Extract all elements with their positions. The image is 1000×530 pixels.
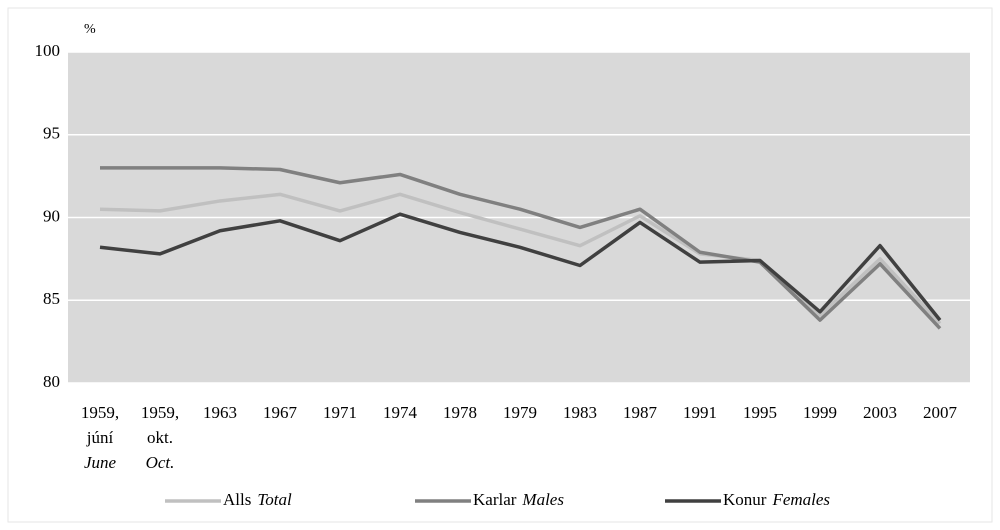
x-tick-label: okt. <box>147 428 173 447</box>
x-tick-label: June <box>84 453 117 472</box>
series-line <box>100 166 942 330</box>
x-tick-label: 1967 <box>263 403 298 422</box>
chart-border <box>7 7 993 523</box>
series-line <box>99 212 942 322</box>
x-tick-label: 1971 <box>323 403 357 422</box>
x-tick-label: 1974 <box>383 403 418 422</box>
x-tick-label: 1963 <box>203 403 237 422</box>
x-tick-label: 1987 <box>623 403 658 422</box>
legend-name-en: Total <box>257 490 292 509</box>
y-tick-label: 90 <box>43 206 60 225</box>
x-tick-label: 1959, <box>81 403 119 422</box>
x-tick-label: 1978 <box>443 403 477 422</box>
x-tick-label: 1979 <box>503 403 537 422</box>
legend-name-en: Males <box>521 490 564 509</box>
x-tick-label: 1991 <box>683 403 717 422</box>
legend-name: Karlar <box>473 490 517 509</box>
x-tick-label: 1959, <box>141 403 179 422</box>
x-tick-label: 2007 <box>923 403 958 422</box>
x-tick-label: Oct. <box>146 453 175 472</box>
x-tick-label: 1983 <box>563 403 597 422</box>
y-tick-label: 95 <box>43 124 60 143</box>
legend-label: Alls Total <box>223 490 292 509</box>
y-unit: % <box>84 22 96 37</box>
legend-label: Konur Females <box>723 490 830 509</box>
y-tick-label: 100 <box>35 41 61 60</box>
x-tick-label: 1999 <box>803 403 837 422</box>
legend-name: Konur <box>723 490 767 509</box>
x-tick-label: 2003 <box>863 403 897 422</box>
legend-name: Alls <box>223 490 251 509</box>
y-tick-label: 80 <box>43 372 60 391</box>
legend-label: Karlar Males <box>473 490 564 509</box>
legend-name-en: Females <box>771 490 830 509</box>
x-tick-label: júní <box>86 428 114 447</box>
x-tick-label: 1995 <box>743 403 777 422</box>
y-tick-label: 85 <box>43 289 60 308</box>
